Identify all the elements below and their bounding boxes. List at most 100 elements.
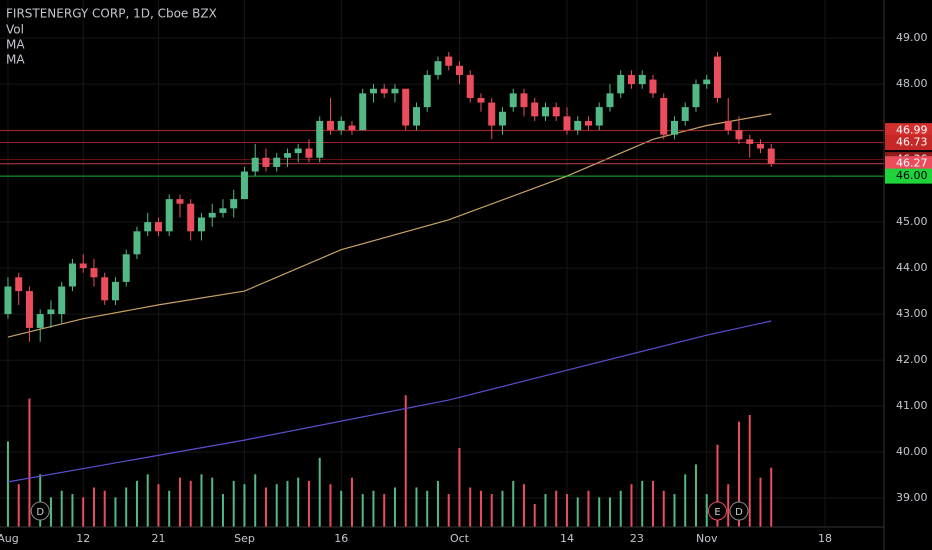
candle-body (176, 199, 184, 204)
legend-entry: Vol (6, 23, 24, 37)
volume-bar (619, 490, 622, 527)
volume-bar (211, 477, 214, 527)
volume-bar (458, 447, 461, 527)
candle-body (165, 199, 173, 232)
y-tick-label: 39.00 (896, 491, 928, 504)
candle-body (240, 171, 248, 200)
volume-bar (759, 477, 762, 527)
volume-bar (662, 490, 665, 527)
volume-bar (673, 494, 676, 527)
volume-bar (307, 480, 310, 527)
volume-bar (501, 490, 504, 527)
volume-bar (297, 477, 300, 527)
x-tick-label: Oct (450, 532, 470, 545)
candle-body (584, 120, 592, 126)
candle-body (756, 143, 764, 149)
x-tick-label: Sep (234, 532, 255, 545)
candle-body (36, 314, 44, 328)
candle-body (713, 56, 721, 98)
event-marker (707, 501, 727, 521)
price-label: 46.27 (896, 157, 928, 170)
volume-bar (318, 457, 321, 527)
volume (6, 395, 773, 527)
candle-body (412, 107, 420, 126)
chart-title: FIRSTENERGY CORP, 1D, Cboe BZX (6, 7, 217, 21)
volume-bar (490, 494, 493, 527)
legend-entry: MA (6, 38, 25, 52)
candle-body (68, 263, 76, 287)
volume-bar (49, 497, 52, 527)
candle-body (617, 74, 625, 94)
candle-body (477, 97, 485, 103)
volume-bar (71, 494, 74, 527)
y-tick-label: 48.00 (896, 77, 928, 90)
candle-body (595, 107, 603, 126)
candle-body (423, 74, 431, 108)
volume-bar (200, 474, 203, 527)
volume-bar (157, 484, 160, 527)
candle-body (670, 120, 678, 135)
volume-bar (383, 494, 386, 527)
candle-body (488, 102, 496, 126)
candle-body (101, 277, 109, 301)
volume-bar (189, 480, 192, 527)
volume-bar (447, 494, 450, 527)
volume-bar (587, 490, 590, 527)
volume-bar (415, 487, 418, 527)
candle-body (455, 65, 463, 75)
candle-body (380, 88, 388, 94)
price-label-box (885, 123, 932, 139)
volume-bar (426, 490, 429, 527)
candle-body (391, 88, 399, 94)
volume-bar (651, 480, 654, 527)
volume-bar (598, 497, 601, 527)
candle-body (90, 268, 98, 278)
candle-body (445, 56, 453, 66)
candles (4, 51, 775, 342)
candle-body (649, 79, 657, 94)
x-tick-label: 16 (334, 532, 348, 545)
volume-bar (232, 480, 235, 527)
candle-body (294, 148, 302, 154)
volume-bar (748, 415, 751, 527)
candle-body (187, 203, 195, 232)
volume-bar (39, 474, 42, 527)
candle-body (133, 231, 141, 255)
candle-body (402, 88, 410, 126)
candle-body (434, 61, 442, 75)
volume-bar (350, 477, 353, 527)
candle-body (154, 222, 162, 232)
event-label: D (36, 507, 44, 518)
volume-bar (168, 490, 171, 527)
volume-bar (254, 474, 257, 527)
volume-bar (533, 503, 536, 527)
candle-body (767, 148, 775, 164)
candle-body (305, 148, 313, 158)
x-tick-label: 14 (560, 532, 574, 545)
x-tick-label: 18 (818, 532, 832, 545)
volume-bar (716, 444, 719, 527)
price-label-box (885, 135, 932, 151)
volume-bar (264, 487, 267, 527)
volume-bar (243, 484, 246, 527)
y-tick-label: 40.00 (896, 445, 928, 458)
price-label: 46.73 (896, 136, 928, 149)
y-tick-label: 49.00 (896, 31, 928, 44)
x-tick-label: Aug (0, 532, 19, 545)
volume-bar (135, 480, 138, 527)
candle-body (197, 217, 205, 232)
y-tick-label: 41.00 (896, 399, 928, 412)
candle-body (606, 93, 614, 108)
candle-body (25, 291, 33, 328)
candle-body (531, 102, 539, 117)
volume-bar (565, 494, 568, 527)
candle-body (283, 153, 291, 158)
volume-bar (393, 487, 396, 527)
volume-bar (103, 490, 106, 527)
candle-body (574, 120, 582, 131)
volume-bar (630, 484, 633, 527)
volume-bar (329, 484, 332, 527)
x-tick-label: Nov (696, 532, 718, 545)
